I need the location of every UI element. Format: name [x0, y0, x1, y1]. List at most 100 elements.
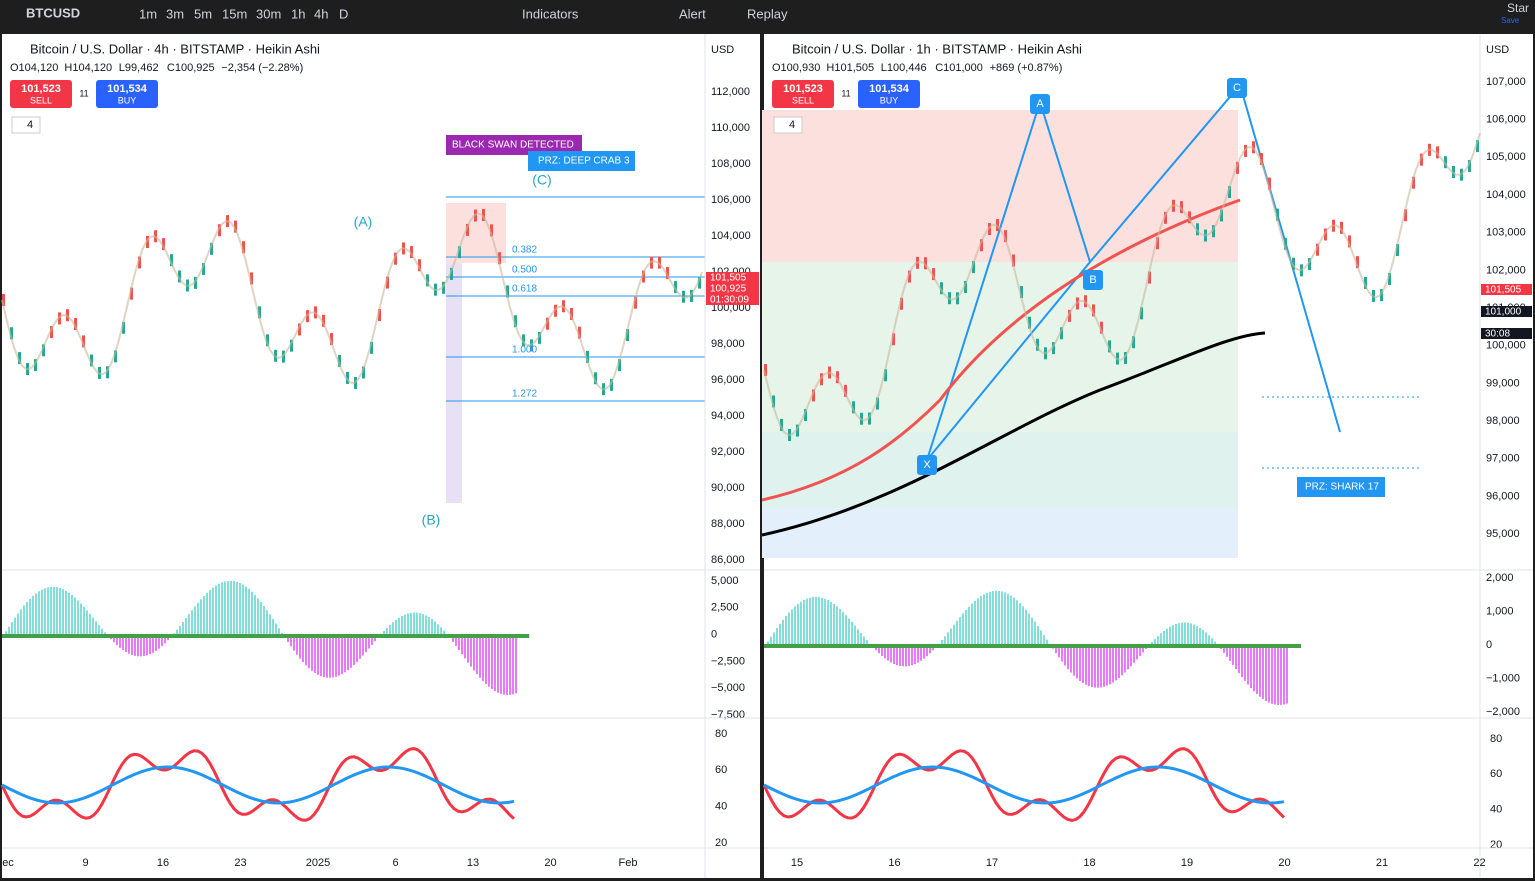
osc-bar — [1160, 633, 1162, 646]
osc-bar — [1007, 593, 1009, 646]
candle — [900, 297, 903, 310]
interval-button[interactable]: D — [339, 6, 348, 21]
candle — [812, 389, 815, 402]
osc-bar — [368, 636, 370, 649]
candle — [218, 224, 221, 237]
rsi-axis-label: 40 — [1490, 804, 1502, 816]
osc-bar — [1100, 646, 1102, 688]
osc-bar — [773, 632, 775, 646]
osc-bar — [1055, 646, 1057, 654]
osc-bar — [1109, 646, 1111, 685]
indicators-button[interactable]: Indicators — [522, 6, 579, 21]
interval-button[interactable]: 5m — [194, 6, 212, 21]
osc-bar — [776, 628, 778, 646]
buy-button[interactable] — [858, 80, 920, 108]
osc-axis-label: 1,000 — [1486, 605, 1514, 617]
osc-bar — [476, 636, 478, 675]
ohlc: O104,120 — [10, 62, 58, 74]
osc-bar — [59, 588, 61, 636]
osc-bar — [1067, 646, 1069, 670]
legend-toggle[interactable] — [11, 116, 41, 134]
osc-bar — [1016, 600, 1018, 646]
osc-bar — [5, 631, 7, 636]
candle — [338, 354, 341, 367]
candle — [210, 242, 213, 255]
price-axis-label: 95,000 — [1486, 528, 1520, 540]
osc-bar — [50, 586, 52, 636]
candle — [122, 321, 125, 334]
osc-bar — [56, 587, 58, 636]
sell-button[interactable] — [772, 80, 834, 108]
osc-bar — [515, 636, 517, 694]
osc-bar — [1175, 623, 1177, 646]
date-label: 2025 — [306, 857, 330, 869]
osc-bar — [290, 636, 292, 647]
osc-bar — [1178, 623, 1180, 646]
price-tag-label: 101,505 — [710, 273, 747, 284]
osc-bar — [359, 636, 361, 659]
osc-bar — [1094, 646, 1096, 688]
legend-toggle[interactable] — [773, 116, 803, 134]
osc-bar — [209, 590, 211, 636]
price-path — [1, 212, 703, 391]
interval-button[interactable]: 4h — [314, 6, 328, 21]
buy-label: BUY — [880, 95, 899, 105]
candle — [330, 333, 333, 346]
osc-bar — [812, 596, 814, 646]
candle — [1412, 176, 1415, 189]
osc-axis-label: −2,500 — [711, 655, 745, 667]
candle — [586, 350, 589, 363]
candle — [458, 246, 461, 259]
price-axis-label: 105,000 — [1486, 151, 1526, 163]
ohlc: +869 (+0.87%) — [990, 62, 1063, 74]
osc-bar — [833, 604, 835, 646]
sell-button[interactable] — [10, 80, 72, 108]
candle — [626, 329, 629, 342]
interval-button[interactable]: 30m — [256, 6, 281, 21]
osc-bar — [989, 591, 991, 646]
alert-button[interactable]: Alert — [679, 6, 706, 21]
spread: 11 — [841, 88, 850, 98]
osc-bar — [911, 646, 913, 666]
date-label: ec — [2, 857, 14, 869]
interval-button[interactable]: 3m — [166, 6, 184, 21]
candle — [10, 327, 13, 340]
osc-bar — [479, 636, 481, 678]
date-label: 6 — [392, 857, 398, 869]
candle — [1348, 235, 1351, 248]
osc-bar — [1130, 646, 1132, 667]
candle — [1196, 223, 1199, 236]
replay-button[interactable]: Replay — [747, 6, 788, 21]
rsi-line — [763, 765, 1285, 805]
osc-bar — [1241, 646, 1243, 678]
osc-bar — [296, 636, 298, 655]
osc-bar — [1010, 595, 1012, 646]
osc-bar — [74, 597, 76, 636]
osc-bar — [179, 625, 181, 636]
osc-bar — [1118, 646, 1120, 679]
candle — [1292, 257, 1295, 270]
rsi-axis-label: 40 — [715, 801, 727, 813]
candle — [1468, 160, 1471, 173]
osc-bar — [155, 636, 157, 651]
osc-bar — [797, 603, 799, 646]
osc-bar — [437, 624, 439, 636]
interval-button[interactable]: 1m — [139, 6, 157, 21]
osc-bar — [416, 612, 418, 636]
osc-bar — [782, 619, 784, 646]
legend-count: 4 — [789, 119, 795, 131]
osc-bar — [1103, 646, 1105, 687]
interval-button[interactable]: 15m — [222, 6, 247, 21]
candle — [1188, 211, 1191, 224]
osc-bar — [182, 621, 184, 636]
osc-bar — [1196, 625, 1198, 646]
candle — [298, 323, 301, 336]
osc-bar — [926, 646, 928, 657]
interval-button[interactable]: 1h — [291, 6, 305, 21]
buy-button[interactable] — [96, 80, 158, 108]
osc-bar — [485, 636, 487, 685]
osc-bar — [1070, 646, 1072, 673]
candle — [146, 236, 149, 249]
osc-bar — [278, 628, 280, 636]
osc-bar — [305, 636, 307, 666]
